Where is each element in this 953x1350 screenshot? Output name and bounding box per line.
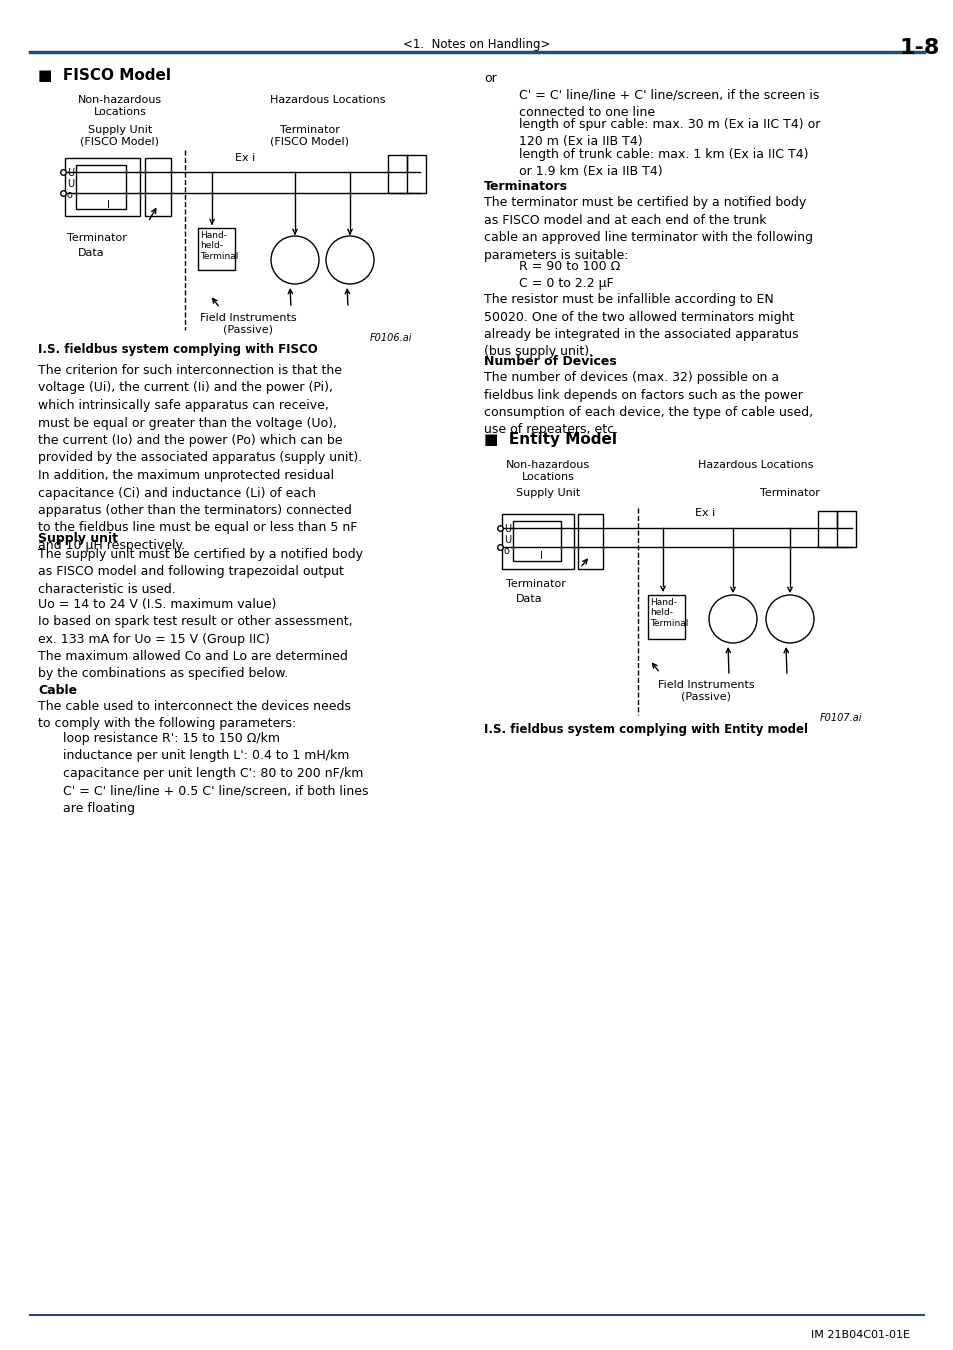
Text: Supply Unit: Supply Unit xyxy=(516,487,579,498)
Text: Hazardous Locations: Hazardous Locations xyxy=(698,460,813,470)
Text: Ex i: Ex i xyxy=(234,153,255,163)
Text: The terminator must be certified by a notified body
as FISCO model and at each e: The terminator must be certified by a no… xyxy=(483,196,812,262)
Text: Terminator: Terminator xyxy=(67,234,127,243)
Text: or: or xyxy=(483,72,497,85)
Text: The maximum allowed Co and Lo are determined
by the combinations as specified be: The maximum allowed Co and Lo are determ… xyxy=(38,649,348,680)
Text: Terminator
(FISCO Model): Terminator (FISCO Model) xyxy=(271,126,349,147)
Text: ■  FISCO Model: ■ FISCO Model xyxy=(38,68,171,82)
Text: F0107.ai: F0107.ai xyxy=(820,713,862,724)
Text: U: U xyxy=(503,524,511,535)
Text: <1.  Notes on Handling>: <1. Notes on Handling> xyxy=(403,38,550,51)
Text: Terminator: Terminator xyxy=(760,487,819,498)
Text: I: I xyxy=(539,551,542,562)
Text: length of spur cable: max. 30 m (Ex ia IIC T4) or
120 m (Ex ia IIB T4): length of spur cable: max. 30 m (Ex ia I… xyxy=(518,117,820,148)
Text: Hazardous Locations: Hazardous Locations xyxy=(270,95,385,105)
Text: The supply unit must be certified by a notified body
as FISCO model and followin: The supply unit must be certified by a n… xyxy=(38,548,363,595)
Bar xyxy=(145,158,171,216)
Text: Non-hazardous
Locations: Non-hazardous Locations xyxy=(505,460,590,482)
Circle shape xyxy=(326,236,374,284)
Circle shape xyxy=(708,595,757,643)
Text: Hand-
held-
Terminal: Hand- held- Terminal xyxy=(649,598,688,628)
Text: Field Instruments
(Passive): Field Instruments (Passive) xyxy=(657,680,754,702)
Text: Data: Data xyxy=(78,248,105,258)
Text: U: U xyxy=(503,535,511,545)
Text: length of trunk cable: max. 1 km (Ex ia IIC T4)
or 1.9 km (Ex ia IIB T4): length of trunk cable: max. 1 km (Ex ia … xyxy=(518,148,807,178)
Text: o: o xyxy=(503,545,509,556)
Text: The number of devices (max. 32) possible on a
fieldbus link depends on factors s: The number of devices (max. 32) possible… xyxy=(483,371,812,436)
Text: The resistor must be infallible according to EN
50020. One of the two allowed te: The resistor must be infallible accordin… xyxy=(483,293,798,359)
Circle shape xyxy=(765,595,813,643)
Text: U: U xyxy=(67,180,74,189)
Text: I: I xyxy=(107,200,110,211)
Text: Hand-
held-
Terminal: Hand- held- Terminal xyxy=(200,231,238,261)
Bar xyxy=(513,521,560,562)
Bar xyxy=(647,595,684,639)
Text: U: U xyxy=(67,167,74,178)
Text: Number of Devices: Number of Devices xyxy=(483,355,616,369)
Text: Field Instruments
(Passive): Field Instruments (Passive) xyxy=(199,313,296,335)
Bar xyxy=(578,514,602,568)
Text: loop resistance R': 15 to 150 Ω/km
inductance per unit length L': 0.4 to 1 mH/km: loop resistance R': 15 to 150 Ω/km induc… xyxy=(63,732,368,815)
Text: Terminator: Terminator xyxy=(505,579,565,589)
Text: The cable used to interconnect the devices needs
to comply with the following pa: The cable used to interconnect the devic… xyxy=(38,701,351,730)
Text: Supply Unit
(FISCO Model): Supply Unit (FISCO Model) xyxy=(80,126,159,147)
Bar xyxy=(817,512,855,547)
Bar xyxy=(501,514,574,568)
Bar xyxy=(76,165,126,209)
Text: Uo = 14 to 24 V (I.S. maximum value)
Io based on spark test result or other asse: Uo = 14 to 24 V (I.S. maximum value) Io … xyxy=(38,598,353,647)
Text: IM 21B04C01-01E: IM 21B04C01-01E xyxy=(810,1330,909,1341)
Circle shape xyxy=(271,236,318,284)
Text: o: o xyxy=(67,190,72,200)
Text: C = 0 to 2.2 μF: C = 0 to 2.2 μF xyxy=(518,277,613,290)
Text: R = 90 to 100 Ω: R = 90 to 100 Ω xyxy=(518,261,619,273)
Text: ■  Entity Model: ■ Entity Model xyxy=(483,432,617,447)
Bar xyxy=(388,155,426,193)
Text: The criterion for such interconnection is that the
voltage (Ui), the current (Ii: The criterion for such interconnection i… xyxy=(38,364,362,552)
Text: C' = C' line/line + C' line/screen, if the screen is
connected to one line: C' = C' line/line + C' line/screen, if t… xyxy=(518,88,819,119)
Text: Ex i: Ex i xyxy=(695,508,715,518)
Text: Data: Data xyxy=(516,594,542,603)
Text: 1-8: 1-8 xyxy=(899,38,940,58)
Text: F0106.ai: F0106.ai xyxy=(370,333,412,343)
Text: I.S. fieldbus system complying with FISCO: I.S. fieldbus system complying with FISC… xyxy=(38,343,317,356)
Text: Supply unit: Supply unit xyxy=(38,532,118,545)
Text: Terminators: Terminators xyxy=(483,180,567,193)
Bar xyxy=(198,228,234,270)
Text: Cable: Cable xyxy=(38,684,77,697)
Text: Non-hazardous
Locations: Non-hazardous Locations xyxy=(78,95,162,116)
Text: I.S. fieldbus system complying with Entity model: I.S. fieldbus system complying with Enti… xyxy=(483,724,807,736)
Bar xyxy=(65,158,140,216)
